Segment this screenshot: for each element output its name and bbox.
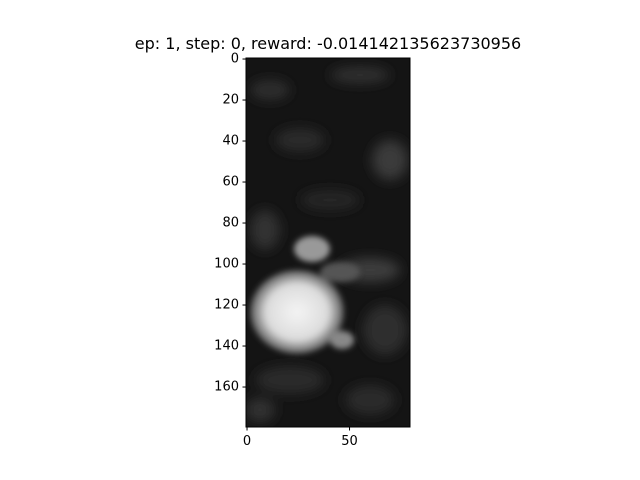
bright-object <box>250 236 360 354</box>
y-tick-label: 160 <box>214 380 239 395</box>
y-tick-label: 80 <box>222 216 239 231</box>
y-tick-label: 40 <box>222 134 239 149</box>
image-texture <box>246 67 408 422</box>
chart-title: ep: 1, step: 0, reward: -0.0141421356237… <box>135 34 521 53</box>
x-tick-label: 0 <box>243 434 251 449</box>
y-tick-label: 0 <box>231 52 239 67</box>
image <box>246 58 410 427</box>
axes-frame <box>245 57 411 428</box>
y-tick-label: 140 <box>214 339 239 354</box>
y-tick-label: 20 <box>222 93 239 108</box>
x-tick-label: 50 <box>341 434 358 449</box>
y-tick-label: 60 <box>222 175 239 190</box>
y-tick-label: 120 <box>214 298 239 313</box>
y-tick-label: 100 <box>214 257 239 272</box>
